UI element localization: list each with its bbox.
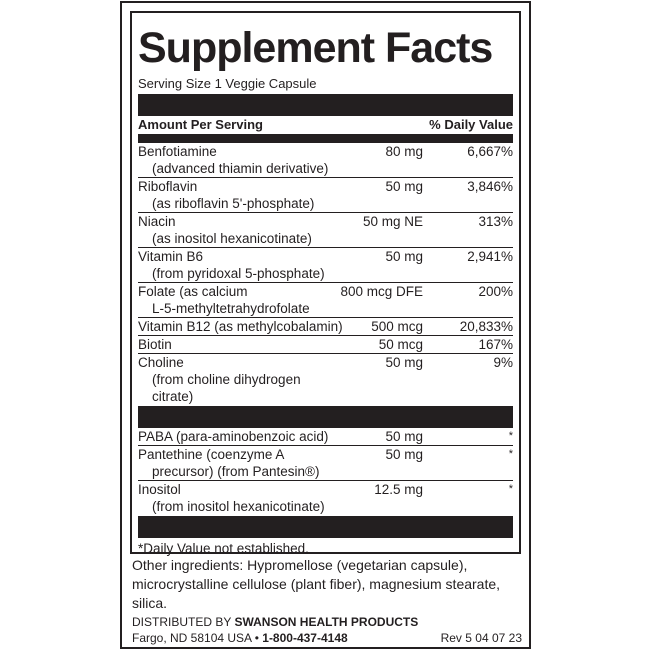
- nutrient-amount: 80 mg: [385, 144, 423, 159]
- other-nutrient-list: PABA (para-aminobenzoic acid) 50 mg * Pante…: [138, 428, 513, 515]
- nutrient-daily-value: 6,667%: [467, 144, 513, 159]
- nutrient-row: Benfotiamine (advanced thiamin derivative…: [138, 143, 513, 178]
- nutrient-amount: 50 mg: [385, 355, 423, 370]
- nutrient-daily-value: *: [508, 448, 513, 460]
- nutrient-daily-value: *: [508, 430, 513, 442]
- serving-size: Serving Size 1 Veggie Capsule: [138, 76, 317, 91]
- nutrient-row: Vitamin B6 (from pyridoxal 5-phosphate) 50…: [138, 248, 513, 283]
- nutrient-daily-value: 9%: [493, 355, 513, 370]
- nutrient-name: Choline: [138, 355, 184, 370]
- dv-header: % Daily Value: [429, 117, 513, 132]
- nutrient-daily-value: 20,833%: [459, 319, 513, 334]
- nutrient-daily-value: 2,941%: [467, 249, 513, 264]
- nutrient-daily-value: *: [508, 483, 513, 495]
- nutrient-source: (as inositol hexanicotinate): [152, 231, 312, 246]
- nutrient-name: Riboflavin: [138, 179, 198, 194]
- column-header: Amount Per Serving % Daily Value: [138, 116, 513, 134]
- nutrient-daily-value: 313%: [478, 214, 513, 229]
- nutrient-name: Vitamin B12 (as methylcobalamin): [138, 319, 343, 334]
- nutrient-source: (advanced thiamin derivative): [152, 161, 329, 176]
- nutrient-source: (as riboflavin 5'-phosphate): [152, 196, 315, 211]
- nutrient-amount: 50 mg: [385, 179, 423, 194]
- nutrient-amount: 12.5 mg: [374, 482, 423, 497]
- divider-bar: [138, 94, 513, 116]
- divider-bar: [138, 134, 513, 143]
- nutrient-row: Folate (as calcium L-5-methyltetrahydrofo…: [138, 283, 513, 318]
- nutrient-row: PABA (para-aminobenzoic acid) 50 mg *: [138, 428, 513, 446]
- supplement-facts-panel: Supplement Facts Serving Size 1 Veggie C…: [130, 11, 521, 556]
- nutrient-amount: 50 mg: [385, 249, 423, 264]
- nutrient-amount: 50 mg: [385, 447, 423, 462]
- nutrient-amount: 50 mg: [385, 429, 423, 444]
- other-ingredients: Other ingredients: Hypromellose (vegetar…: [132, 557, 501, 611]
- distributor-info: DISTRIBUTED BY SWANSON HEALTH PRODUCTS F…: [132, 614, 522, 646]
- nutrient-name: Inositol: [138, 482, 181, 497]
- nutrient-row: Pantethine (coenzyme A precursor) (from P…: [138, 446, 513, 481]
- panel-title: Supplement Facts: [138, 24, 493, 72]
- revision: Rev 5 04 07 23: [440, 631, 522, 645]
- nutrient-row: Niacin (as inositol hexanicotinate) 50 mg …: [138, 213, 513, 248]
- nutrient-amount: 50 mcg: [378, 337, 423, 352]
- nutrient-name: Pantethine (coenzyme A: [138, 447, 285, 462]
- nutrient-name: Vitamin B6: [138, 249, 204, 264]
- amount-header: Amount Per Serving: [138, 117, 263, 132]
- nutrient-source: precursor) (from Pantesin®): [152, 464, 320, 479]
- nutrient-row: Inositol (from inositol hexanicotinate) 12…: [138, 481, 513, 515]
- divider-bar: [138, 516, 513, 538]
- divider-bar: [138, 406, 513, 428]
- nutrient-name: PABA (para-aminobenzoic acid): [138, 429, 329, 444]
- nutrient-source: (from pyridoxal 5-phosphate): [152, 266, 325, 281]
- nutrient-source: (from inositol hexanicotinate): [152, 499, 325, 514]
- nutrient-source: L-5-methyltetrahydrofolate: [152, 301, 310, 316]
- nutrient-amount: 50 mg NE: [362, 214, 423, 229]
- nutrient-name: Benfotiamine: [138, 144, 217, 159]
- nutrient-row: Riboflavin (as riboflavin 5'-phosphate) 50…: [138, 178, 513, 213]
- footnote: *Daily Value not established.: [138, 541, 309, 556]
- nutrient-row: Biotin 50 mcg 167%: [138, 336, 513, 354]
- nutrient-source: (from choline dihydrogen citrate): [152, 372, 301, 404]
- nutrient-row: Choline (from choline dihydrogen citrate)…: [138, 354, 513, 405]
- distributor-prefix: DISTRIBUTED BY: [132, 615, 235, 629]
- nutrient-name: Folate (as calcium: [138, 284, 248, 299]
- nutrient-daily-value: 3,846%: [467, 179, 513, 194]
- label-outer-border: [120, 1, 531, 649]
- nutrient-list: Benfotiamine (advanced thiamin derivative…: [138, 143, 513, 405]
- nutrient-amount: 800 mcg DFE: [340, 284, 423, 299]
- distributor-address: Fargo, ND 58104 USA •: [132, 631, 263, 645]
- nutrient-name: Biotin: [138, 337, 172, 352]
- nutrient-daily-value: 167%: [478, 337, 513, 352]
- nutrient-daily-value: 200%: [478, 284, 513, 299]
- distributor-name: SWANSON HEALTH PRODUCTS: [234, 615, 419, 629]
- distributor-phone: 1-800-437-4148: [262, 631, 348, 645]
- nutrient-row: Vitamin B12 (as methylcobalamin) 500 mcg 2…: [138, 318, 513, 336]
- nutrient-name: Niacin: [138, 214, 176, 229]
- nutrient-amount: 500 mcg: [371, 319, 423, 334]
